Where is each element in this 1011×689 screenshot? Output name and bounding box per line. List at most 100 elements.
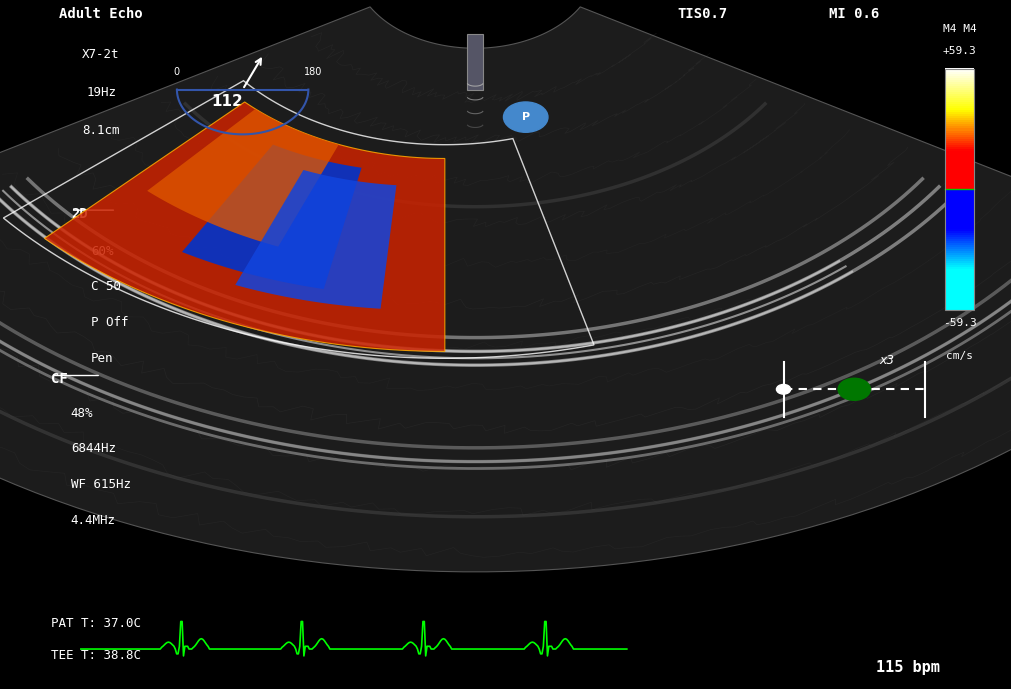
Text: 2D: 2D [71, 207, 88, 220]
Bar [945, 81, 974, 83]
Bar [945, 70, 974, 73]
Bar [945, 189, 974, 192]
Bar [945, 106, 974, 109]
Bar [945, 74, 974, 77]
Bar [945, 161, 974, 163]
Bar [945, 203, 974, 205]
Bar [945, 171, 974, 174]
Text: 8.1cm: 8.1cm [82, 124, 120, 137]
Bar [945, 123, 974, 125]
Bar [945, 181, 974, 183]
Bar [945, 68, 974, 71]
Bar [945, 281, 974, 284]
Polygon shape [148, 109, 339, 247]
Bar [945, 257, 974, 260]
Bar [945, 119, 974, 121]
Circle shape [776, 384, 791, 394]
Bar [945, 116, 974, 119]
Polygon shape [0, 7, 1011, 572]
Bar [945, 114, 974, 117]
Text: 6844Hz: 6844Hz [71, 442, 116, 455]
Text: P Off: P Off [91, 316, 128, 329]
Text: C 50: C 50 [91, 280, 121, 294]
Bar [945, 261, 974, 264]
Text: 180: 180 [304, 68, 323, 77]
Bar [945, 235, 974, 238]
Polygon shape [467, 34, 483, 90]
Bar [945, 223, 974, 226]
Bar [945, 213, 974, 216]
Bar [945, 269, 974, 272]
Bar [945, 249, 974, 251]
Bar [945, 173, 974, 176]
Bar [945, 193, 974, 196]
Bar [945, 187, 974, 189]
Bar [945, 245, 974, 248]
Bar [945, 175, 974, 178]
Bar [945, 283, 974, 286]
Bar [945, 103, 974, 105]
Bar [945, 201, 974, 203]
Bar [945, 305, 974, 308]
Bar [945, 231, 974, 234]
Text: PAT T: 37.0C: PAT T: 37.0C [51, 617, 141, 630]
Text: 4.4MHz: 4.4MHz [71, 514, 116, 527]
Bar [945, 271, 974, 274]
Text: TIS0.7: TIS0.7 [677, 7, 728, 21]
Bar [945, 267, 974, 270]
Bar [945, 132, 974, 135]
Bar [945, 167, 974, 169]
Text: 0: 0 [174, 68, 180, 77]
Text: 112: 112 [211, 94, 244, 109]
Bar [945, 79, 974, 81]
Bar [945, 169, 974, 172]
Bar [945, 112, 974, 115]
Text: MI 0.6: MI 0.6 [829, 7, 880, 21]
Bar [945, 241, 974, 244]
Polygon shape [182, 145, 362, 289]
Bar [945, 195, 974, 198]
Bar [945, 156, 974, 159]
Bar [945, 136, 974, 139]
Text: 19Hz: 19Hz [86, 86, 116, 99]
Polygon shape [44, 102, 445, 351]
Bar [945, 294, 974, 296]
Bar [945, 227, 974, 229]
Bar [945, 219, 974, 222]
Text: M4 M4: M4 M4 [942, 24, 977, 34]
Bar [945, 251, 974, 254]
Bar [945, 197, 974, 200]
Bar [945, 94, 974, 97]
Text: CF: CF [51, 372, 68, 386]
Bar [945, 90, 974, 93]
Bar [945, 277, 974, 280]
Bar [945, 217, 974, 220]
Text: cm/s: cm/s [946, 351, 973, 362]
Text: X7-2t: X7-2t [82, 48, 120, 61]
Bar [945, 121, 974, 123]
Bar [945, 163, 974, 165]
Bar [945, 158, 974, 161]
Bar [945, 129, 974, 131]
Bar [945, 69, 974, 310]
Bar [945, 153, 974, 155]
Bar [945, 215, 974, 218]
Bar [945, 239, 974, 242]
Bar [945, 279, 974, 282]
Text: 48%: 48% [71, 407, 93, 420]
Bar [945, 299, 974, 302]
Bar [945, 285, 974, 288]
Text: TEE T: 38.8C: TEE T: 38.8C [51, 649, 141, 662]
Bar [945, 289, 974, 292]
Bar [945, 183, 974, 185]
Text: x3: x3 [880, 354, 895, 367]
Bar [945, 263, 974, 266]
Bar [945, 99, 974, 101]
Bar [945, 138, 974, 141]
Text: Pen: Pen [91, 352, 113, 365]
Bar [945, 247, 974, 250]
Bar [945, 307, 974, 310]
Bar [945, 253, 974, 256]
Bar [945, 243, 974, 246]
Bar [945, 298, 974, 300]
